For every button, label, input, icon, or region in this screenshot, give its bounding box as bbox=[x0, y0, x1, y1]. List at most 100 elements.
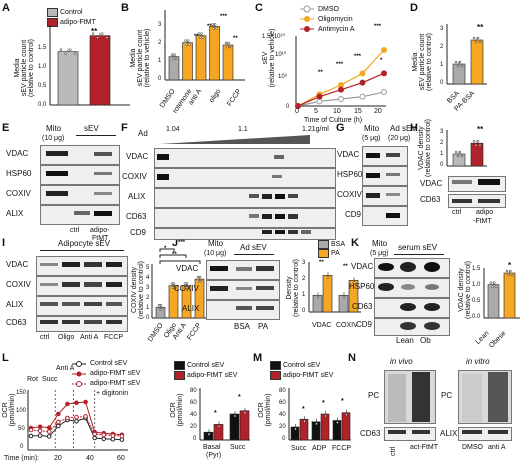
f-gradient-start: 1.04 bbox=[166, 126, 180, 133]
c-xtick: 10 bbox=[333, 108, 341, 115]
h-tick: 2 bbox=[440, 140, 444, 146]
data-point bbox=[507, 273, 510, 277]
j-row-label: ALIX bbox=[182, 304, 200, 313]
l-tick: 0 bbox=[20, 444, 24, 450]
f-bands bbox=[157, 154, 311, 234]
data-point bbox=[316, 93, 323, 100]
f-gradient-wedge bbox=[160, 135, 310, 144]
data-point bbox=[476, 139, 480, 143]
data-point bbox=[184, 39, 187, 42]
m-tick: 0 bbox=[282, 436, 286, 442]
m-tick: 80 bbox=[279, 388, 286, 394]
data-point bbox=[493, 281, 496, 284]
g-blot-hsp60 bbox=[362, 166, 408, 186]
data-point bbox=[294, 427, 297, 431]
l-legend-digitonin: + digitonin bbox=[96, 390, 129, 397]
bar bbox=[470, 142, 484, 167]
panel-letter-j: J bbox=[172, 237, 179, 249]
n-bands bbox=[388, 372, 508, 434]
i-cat-label: DMSO bbox=[146, 322, 165, 344]
l-bar-legend-swatch-control bbox=[174, 361, 185, 370]
l-bar-sig: * bbox=[214, 410, 217, 417]
data-point bbox=[474, 40, 478, 44]
l-bar-tick: 20 bbox=[190, 424, 197, 430]
d-ylabel: Media sEV particle count (relative to cont… bbox=[412, 33, 433, 91]
i-row-label: ALIX bbox=[6, 300, 24, 309]
g-header-mito-amount: (5 μg) bbox=[362, 135, 381, 142]
bar bbox=[332, 420, 342, 441]
e-header-mito: Mito bbox=[46, 124, 62, 133]
i-col-label: Oligo bbox=[58, 334, 75, 341]
k-sig: * bbox=[508, 261, 512, 270]
data-point bbox=[476, 36, 480, 40]
i-row-label: VDAC bbox=[6, 260, 29, 269]
data-point bbox=[213, 23, 217, 26]
data-point bbox=[83, 399, 88, 405]
b-tick: 1 bbox=[158, 58, 162, 64]
f-blot-cd63 bbox=[154, 208, 336, 228]
data-point bbox=[494, 285, 498, 288]
data-point bbox=[197, 279, 201, 283]
f-row-label: VDAC bbox=[126, 152, 149, 161]
data-point bbox=[505, 269, 509, 273]
panel-letter-e: E bbox=[2, 122, 10, 134]
l-tick: 50 bbox=[18, 426, 25, 432]
a-tick: 0.5 bbox=[38, 83, 47, 89]
j-col-label: PA bbox=[258, 322, 269, 331]
g-header-mito: Mito bbox=[364, 124, 380, 133]
panel-letter-n: N bbox=[348, 352, 356, 364]
bar bbox=[168, 56, 180, 81]
e-row-label: VDAC bbox=[6, 149, 29, 158]
data-point bbox=[170, 53, 174, 56]
chart-b bbox=[164, 10, 245, 81]
i-blot-cd63 bbox=[36, 316, 128, 332]
data-point bbox=[56, 411, 61, 417]
g-header-adsev-amount: (20 μg) bbox=[388, 135, 411, 142]
data-point bbox=[460, 64, 464, 68]
data-point bbox=[381, 70, 387, 77]
c-legend-oligomycin: Oligomycin bbox=[318, 16, 353, 23]
panel-letter-b: B bbox=[121, 2, 129, 14]
k-row-label: CD63 bbox=[352, 302, 373, 311]
data-point bbox=[46, 429, 52, 434]
l-xlabel: Time (min): bbox=[4, 455, 40, 462]
panel-letter-a: A bbox=[2, 2, 10, 14]
a-tick: 1.0 bbox=[38, 64, 47, 70]
i-sig: *** bbox=[178, 240, 186, 246]
l-bar-cat: (Pyr) bbox=[206, 452, 222, 459]
bar bbox=[213, 424, 224, 441]
data-point bbox=[74, 418, 79, 424]
data-point bbox=[381, 47, 387, 53]
data-point bbox=[160, 307, 164, 311]
data-point bbox=[224, 41, 228, 45]
bar bbox=[222, 44, 234, 81]
l-legend-fitmt: adipo-FtMT sEV bbox=[90, 370, 141, 377]
h-tick: 1 bbox=[440, 151, 444, 157]
i-col-label: Anti A bbox=[80, 334, 99, 341]
data-point bbox=[157, 303, 161, 307]
data-point bbox=[359, 79, 366, 86]
m-cat: FCCP bbox=[332, 445, 352, 452]
e-bands bbox=[46, 151, 112, 216]
data-point bbox=[101, 32, 104, 35]
bar bbox=[195, 35, 207, 81]
data-point bbox=[458, 60, 462, 64]
panel-letter-m: M bbox=[253, 352, 263, 364]
data-point bbox=[359, 93, 366, 100]
b-tick: 2 bbox=[158, 40, 162, 46]
bar bbox=[239, 410, 250, 441]
h-bands bbox=[452, 179, 500, 203]
e-row-label: HSP60 bbox=[6, 169, 32, 178]
data-point bbox=[454, 60, 458, 64]
j-tick: 1 bbox=[302, 292, 306, 298]
c-sig: *** bbox=[374, 24, 382, 30]
e-blot-coxiv bbox=[40, 185, 120, 205]
l-bar-tick: 60 bbox=[190, 400, 197, 406]
g-row-label: CD9 bbox=[345, 210, 362, 219]
f-row-label: CD63 bbox=[126, 212, 147, 221]
data-point bbox=[345, 413, 348, 416]
j-legend-label-bsa: BSA bbox=[331, 241, 346, 248]
data-point bbox=[83, 414, 88, 419]
d-tick: 1 bbox=[440, 62, 444, 68]
panel-letter-c: C bbox=[255, 2, 263, 14]
